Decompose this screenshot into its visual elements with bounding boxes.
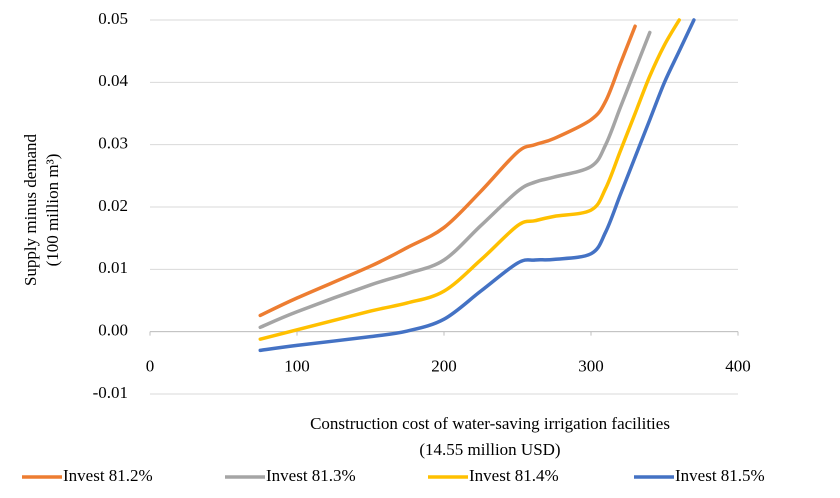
- y-axis-label: (100 million m³): [43, 154, 62, 267]
- x-axis-label: Construction cost of water-saving irriga…: [310, 414, 670, 433]
- x-tick-label: 200: [431, 357, 457, 376]
- legend-item: Invest 81.2%: [22, 466, 153, 485]
- legend-item: Invest 81.4%: [428, 466, 559, 485]
- y-tick-label: 0.05: [98, 9, 128, 28]
- legend-label: Invest 81.5%: [675, 466, 765, 485]
- y-tick-label: 0.03: [98, 134, 128, 153]
- x-tick-label: 0: [146, 357, 155, 376]
- legend-label: Invest 81.2%: [63, 466, 153, 485]
- x-tick-label: 400: [725, 357, 751, 376]
- y-tick-label: 0.00: [98, 321, 128, 340]
- series-line: [258, 18, 681, 341]
- y-tick-label: 0.02: [98, 196, 128, 215]
- x-tick-label: 300: [578, 357, 604, 376]
- series-line: [258, 24, 637, 318]
- series-line: [258, 30, 652, 330]
- legend-label: Invest 81.4%: [469, 466, 559, 485]
- legend-item: Invest 81.5%: [634, 466, 765, 485]
- y-tick-label: 0.04: [98, 71, 128, 90]
- legend-label: Invest 81.3%: [266, 466, 356, 485]
- y-axis-label: Supply minus demand: [21, 133, 40, 286]
- x-tick-label: 100: [284, 357, 310, 376]
- series-line: [258, 18, 696, 353]
- legend-item: Invest 81.3%: [225, 466, 356, 485]
- x-axis-label: (14.55 million USD): [419, 440, 560, 459]
- y-tick-label: -0.01: [93, 383, 128, 402]
- y-tick-label: 0.01: [98, 258, 128, 277]
